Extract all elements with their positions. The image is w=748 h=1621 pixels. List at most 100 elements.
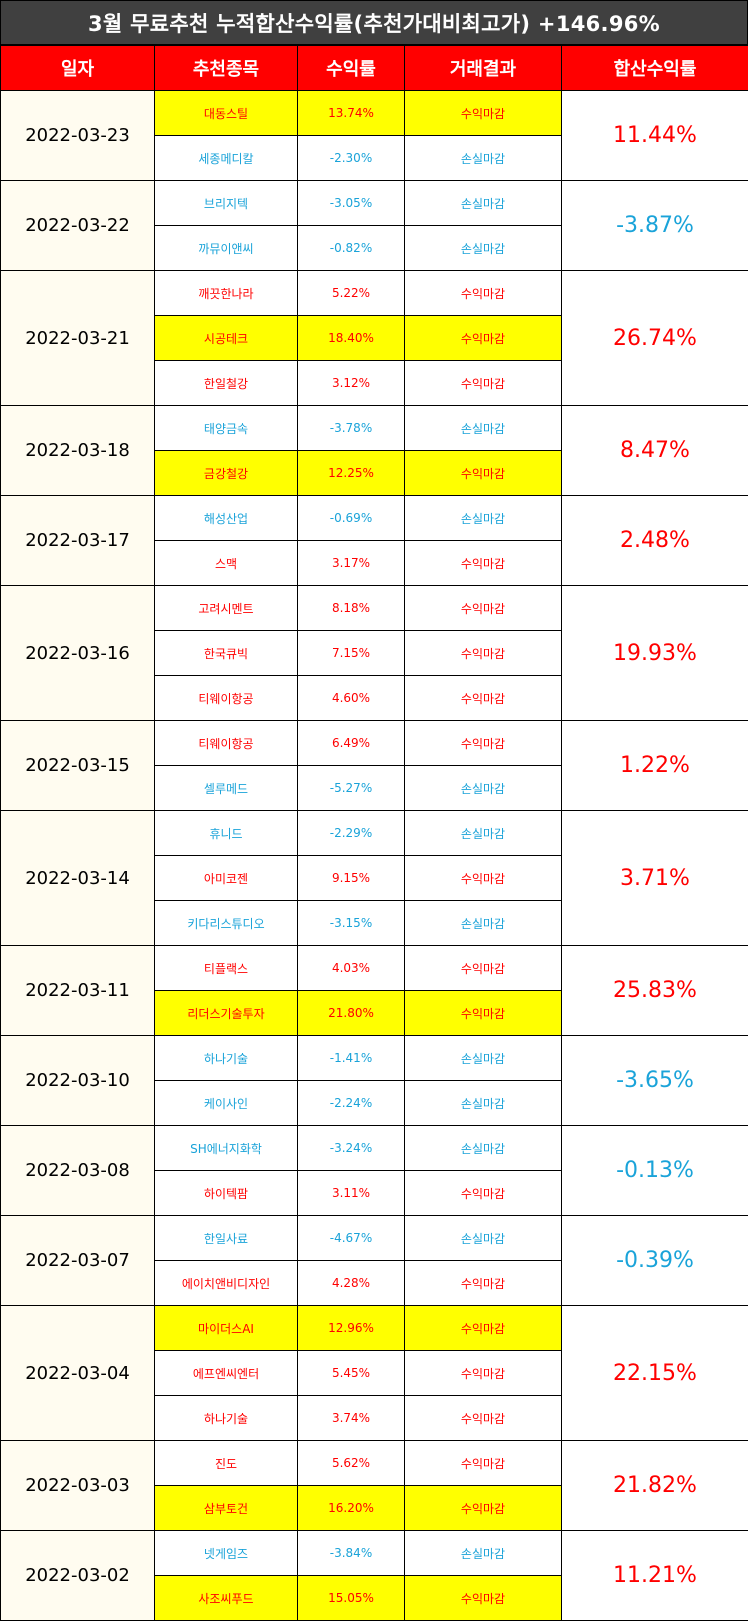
- return-cell: -3.05%: [297, 180, 405, 226]
- result-cell: 손실마감: [404, 1215, 562, 1261]
- return-cell: 12.25%: [297, 450, 405, 496]
- table-row: 하나기술 3.74% 수익마감: [1, 1395, 748, 1441]
- result-cell: 수익마감: [404, 855, 562, 901]
- header-total: 합산수익률: [561, 45, 748, 91]
- stock-name-cell: 한일철강: [154, 360, 298, 406]
- total-return-cell: 19.93%: [561, 585, 748, 721]
- result-cell: 수익마감: [404, 1170, 562, 1216]
- table-row: 금강철강 12.25% 수익마감: [1, 450, 748, 496]
- stock-name-cell: 티웨이항공: [154, 720, 298, 766]
- stock-name-cell: 브리지텍: [154, 180, 298, 226]
- stock-name-cell: 사조씨푸드: [154, 1575, 298, 1621]
- result-cell: 손실마감: [404, 765, 562, 811]
- stock-name-cell: 대동스틸: [154, 90, 298, 136]
- date-cell: 2022-03-02: [0, 1530, 155, 1621]
- stock-name-cell: 삼부토건: [154, 1485, 298, 1531]
- stock-name-cell: 에이치앤비디자인: [154, 1260, 298, 1306]
- stock-name-cell: SH에너지화학: [154, 1125, 298, 1171]
- stock-name-cell: 키다리스튜디오: [154, 900, 298, 946]
- return-cell: 8.18%: [297, 585, 405, 631]
- return-cell: 4.28%: [297, 1260, 405, 1306]
- stock-name-cell: 티플랙스: [154, 945, 298, 991]
- result-cell: 손실마감: [404, 810, 562, 856]
- table-row: 세종메디칼 -2.30% 손실마감: [1, 135, 748, 181]
- table-row: 2022-03-18 태양금속 -3.78% 손실마감 8.47%: [0, 405, 748, 496]
- table-body: 2022-03-23 대동스틸 13.74% 수익마감 11.44% 세종메디칼 -2.30…: [0, 90, 748, 1621]
- total-return-cell: 3.71%: [561, 810, 748, 946]
- return-cell: -3.78%: [297, 405, 405, 451]
- stock-name-cell: 아미코젠: [154, 855, 298, 901]
- table-row: 에프엔씨엔터 5.45% 수익마감: [1, 1350, 748, 1396]
- header-return: 수익률: [297, 45, 405, 91]
- stock-name-cell: 넷게임즈: [154, 1530, 298, 1576]
- return-cell: -3.84%: [297, 1530, 405, 1576]
- return-cell: 9.15%: [297, 855, 405, 901]
- result-cell: 수익마감: [404, 585, 562, 631]
- result-cell: 수익마감: [404, 630, 562, 676]
- stock-name-cell: 티웨이항공: [154, 675, 298, 721]
- result-cell: 손실마감: [404, 225, 562, 271]
- result-cell: 손실마감: [404, 180, 562, 226]
- total-return-cell: 11.44%: [561, 90, 748, 181]
- return-cell: -3.15%: [297, 900, 405, 946]
- result-cell: 수익마감: [404, 1440, 562, 1486]
- table-row: 2022-03-10 하나기술 -1.41% 손실마감 -3.65%: [0, 1035, 748, 1126]
- result-cell: 수익마감: [404, 1485, 562, 1531]
- table-row: 하이텍팜 3.11% 수익마감: [1, 1170, 748, 1216]
- table-row: 2022-03-04 마이더스AI 12.96% 수익마감 22.15%: [0, 1305, 748, 1441]
- result-cell: 손실마감: [404, 1035, 562, 1081]
- page-title: 3월 무료추천 누적합산수익률(추천가대비최고가) +146.96%: [1, 1, 747, 44]
- total-return-cell: 21.82%: [561, 1440, 748, 1531]
- total-return-cell: 1.22%: [561, 720, 748, 811]
- return-cell: -4.67%: [297, 1215, 405, 1261]
- stock-name-cell: 해성산업: [154, 495, 298, 541]
- result-cell: 수익마감: [404, 1260, 562, 1306]
- date-cell: 2022-03-21: [0, 270, 155, 406]
- return-cell: 15.05%: [297, 1575, 405, 1621]
- total-return-cell: -3.65%: [561, 1035, 748, 1126]
- table-row: 티웨이항공 4.60% 수익마감: [1, 675, 748, 721]
- date-cell: 2022-03-10: [0, 1035, 155, 1126]
- date-cell: 2022-03-23: [0, 90, 155, 181]
- table-row: 2022-03-11 티플랙스 4.03% 수익마감 25.83%: [0, 945, 748, 1036]
- stock-name-cell: 리더스기술투자: [154, 990, 298, 1036]
- result-cell: 손실마감: [404, 1125, 562, 1171]
- table-row: 리더스기술투자 21.80% 수익마감: [1, 990, 748, 1036]
- table-row: 삼부토건 16.20% 수익마감: [1, 1485, 748, 1531]
- result-cell: 수익마감: [404, 270, 562, 316]
- table-row: 까뮤이앤씨 -0.82% 손실마감: [1, 225, 748, 271]
- stock-name-cell: 진도: [154, 1440, 298, 1486]
- result-cell: 수익마감: [404, 450, 562, 496]
- returns-table: 일자 추천종목 수익률 거래결과 합산수익률 2022-03-23 대동스틸 13.…: [0, 45, 748, 1621]
- table-row: 사조씨푸드 15.05% 수익마감: [1, 1575, 748, 1621]
- date-cell: 2022-03-03: [0, 1440, 155, 1531]
- table-row: 2022-03-03 진도 5.62% 수익마감 21.82%: [0, 1440, 748, 1531]
- total-return-cell: 25.83%: [561, 945, 748, 1036]
- total-return-cell: -3.87%: [561, 180, 748, 271]
- result-cell: 수익마감: [404, 90, 562, 136]
- result-cell: 손실마감: [404, 405, 562, 451]
- table-row: 2022-03-16 고려시멘트 8.18% 수익마감 19.93%: [0, 585, 748, 721]
- return-cell: -2.30%: [297, 135, 405, 181]
- result-cell: 손실마감: [404, 1080, 562, 1126]
- stock-name-cell: 시공테크: [154, 315, 298, 361]
- return-cell: 3.17%: [297, 540, 405, 586]
- total-return-cell: 11.21%: [561, 1530, 748, 1621]
- total-return-cell: 26.74%: [561, 270, 748, 406]
- return-cell: -0.82%: [297, 225, 405, 271]
- date-cell: 2022-03-07: [0, 1215, 155, 1306]
- return-cell: 5.62%: [297, 1440, 405, 1486]
- total-return-cell: 2.48%: [561, 495, 748, 586]
- return-cell: -2.29%: [297, 810, 405, 856]
- stock-name-cell: 하나기술: [154, 1395, 298, 1441]
- result-cell: 손실마감: [404, 495, 562, 541]
- result-cell: 수익마감: [404, 315, 562, 361]
- stock-name-cell: 세종메디칼: [154, 135, 298, 181]
- stock-name-cell: 휴니드: [154, 810, 298, 856]
- return-cell: -5.27%: [297, 765, 405, 811]
- table-row: 2022-03-22 브리지텍 -3.05% 손실마감 -3.87%: [0, 180, 748, 271]
- return-cell: 3.74%: [297, 1395, 405, 1441]
- date-cell: 2022-03-16: [0, 585, 155, 721]
- return-cell: 4.03%: [297, 945, 405, 991]
- stock-name-cell: 케이사인: [154, 1080, 298, 1126]
